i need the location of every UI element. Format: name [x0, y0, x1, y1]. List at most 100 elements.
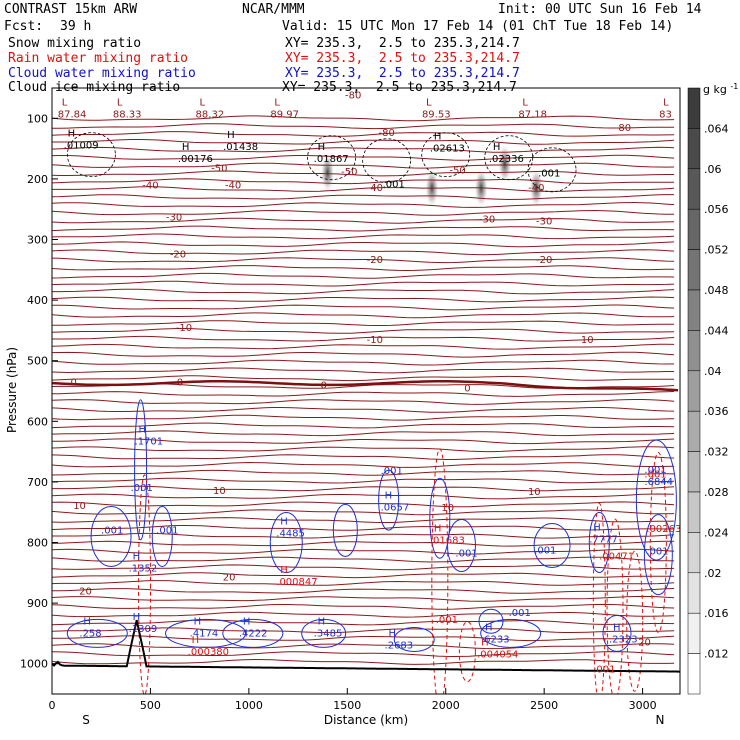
y-tick-label: 400	[27, 294, 48, 307]
colorbar-tick-label: .032	[704, 446, 729, 459]
isotherm-line	[52, 501, 675, 508]
extremum-marker: H	[613, 622, 621, 633]
extremum-value: .01683	[430, 536, 465, 547]
isotherm-line	[52, 209, 675, 216]
isotherm-line	[52, 335, 675, 342]
x-tick-label: 2500	[530, 699, 558, 712]
isotherm-value: 0	[464, 384, 470, 395]
isotherm-line	[52, 651, 675, 658]
isotherm-line	[52, 493, 675, 500]
y-tick-label: 600	[27, 415, 48, 428]
colorbar-tick-label: .016	[704, 607, 729, 620]
isotherm-line	[52, 611, 675, 618]
isotherm-line	[52, 485, 675, 492]
isotherm-value: 20	[638, 637, 651, 648]
isotherm-line	[52, 375, 675, 382]
isotherm-value: -50	[211, 164, 227, 175]
isotherm-value: -30	[166, 213, 182, 224]
isotherm-lines	[52, 115, 679, 665]
model-title: CONTRAST 15km ARW	[4, 2, 138, 17]
y-tick-label: 1000	[20, 658, 48, 671]
isotherm-line	[52, 146, 675, 153]
extremum-value: .001	[156, 525, 178, 536]
ice-contour	[527, 147, 577, 193]
rain-contour	[606, 518, 624, 694]
extremum-value: .00263	[646, 524, 681, 535]
extrema-labels: L87.84L88.33L88.32L89.97L89.53L87.18L83H…	[58, 98, 681, 676]
cloud-contour	[480, 618, 542, 648]
rain-contour	[458, 621, 476, 683]
extremum-marker: H	[68, 129, 76, 140]
extremum-value: .000380	[188, 647, 229, 658]
extremum-value: .2683	[385, 640, 414, 651]
colorbar-tick-label: .064	[704, 122, 729, 135]
extremum-value: .3485	[314, 628, 343, 639]
x-axis-label: Distance (km)	[324, 713, 408, 727]
isotherm-line	[52, 272, 675, 279]
extremum-value: 87.18	[518, 110, 547, 121]
colorbar-tick-label: .024	[704, 526, 729, 539]
colorbar-tick-label: .028	[704, 486, 729, 499]
isotherm-line	[52, 564, 675, 571]
isotherm-line	[52, 580, 675, 586]
isotherm-line	[52, 123, 675, 130]
extremum-value: .02613	[430, 144, 465, 155]
isotherm-line	[52, 217, 675, 224]
isotherm-line	[52, 257, 675, 264]
extremum-marker: H	[194, 616, 202, 627]
extremum-marker: H	[318, 616, 326, 627]
colorbar-swatch	[687, 653, 701, 695]
extremum-value: .00176	[178, 154, 213, 165]
isotherm-line	[52, 343, 675, 350]
init-time: Init: 00 UTC Sun 16 Feb 14	[498, 2, 702, 17]
x-tick-label: 1500	[333, 699, 361, 712]
isotherm-value: -10	[367, 335, 383, 346]
cloud-contour	[643, 514, 673, 596]
extremum-value: 87.84	[58, 110, 87, 121]
isotherm-line	[52, 454, 675, 460]
isotherm-line	[52, 288, 675, 295]
cloud-contour	[165, 618, 247, 648]
extremum-marker: H	[434, 132, 442, 143]
colorbar-tick-label: .04	[704, 365, 722, 378]
isotherm-value: -50	[341, 167, 357, 178]
extremum-value: .01009	[64, 141, 99, 152]
cloud-contour	[533, 523, 571, 569]
extremum-marker: H	[318, 142, 326, 153]
extremum-value: .01438	[223, 142, 258, 153]
rain-contour	[138, 474, 152, 694]
y-tick-label: 200	[27, 173, 48, 186]
isotherm-value: -20	[536, 255, 552, 266]
isotherm-line	[52, 635, 675, 642]
extremum-marker: H	[434, 524, 442, 535]
extremum-value: .000847	[276, 577, 317, 588]
isotherm-value: 10	[441, 503, 454, 514]
rain-contour	[649, 452, 667, 633]
isotherm-line	[52, 241, 675, 248]
extremum-value: .001	[101, 525, 123, 536]
isotherm-value: -20	[170, 250, 186, 261]
extremum-marker: H	[133, 552, 141, 563]
isotherm-line	[52, 595, 675, 602]
snow-xsection: XY= 235.3, 2.5 to 235.3,214.7	[285, 36, 520, 51]
extremum-marker: L	[426, 98, 432, 109]
cloud-field-label: Cloud water mixing ratio	[8, 66, 196, 81]
isotherm-value: -40	[225, 181, 241, 192]
isotherm-value: -80	[378, 128, 394, 139]
extremum-marker: H	[133, 612, 141, 623]
extremum-value: .001	[644, 470, 666, 481]
extremum-value: .7777	[589, 534, 618, 545]
extremum-value: 89.97	[270, 110, 299, 121]
extremum-value: .001	[534, 545, 556, 556]
isotherm-line	[52, 540, 675, 547]
colorbar-swatch	[687, 249, 701, 291]
isotherm-line	[52, 407, 675, 413]
isotherm-value: -10	[577, 335, 593, 346]
isotherm-line	[52, 351, 675, 358]
y-tick-label: 300	[27, 234, 48, 247]
ice-contour	[421, 132, 471, 178]
extremum-marker: H	[280, 516, 288, 527]
extremum-value: .1701	[135, 436, 164, 447]
isotherm-line	[52, 194, 675, 201]
colorbar-tick-label: .052	[704, 244, 729, 257]
